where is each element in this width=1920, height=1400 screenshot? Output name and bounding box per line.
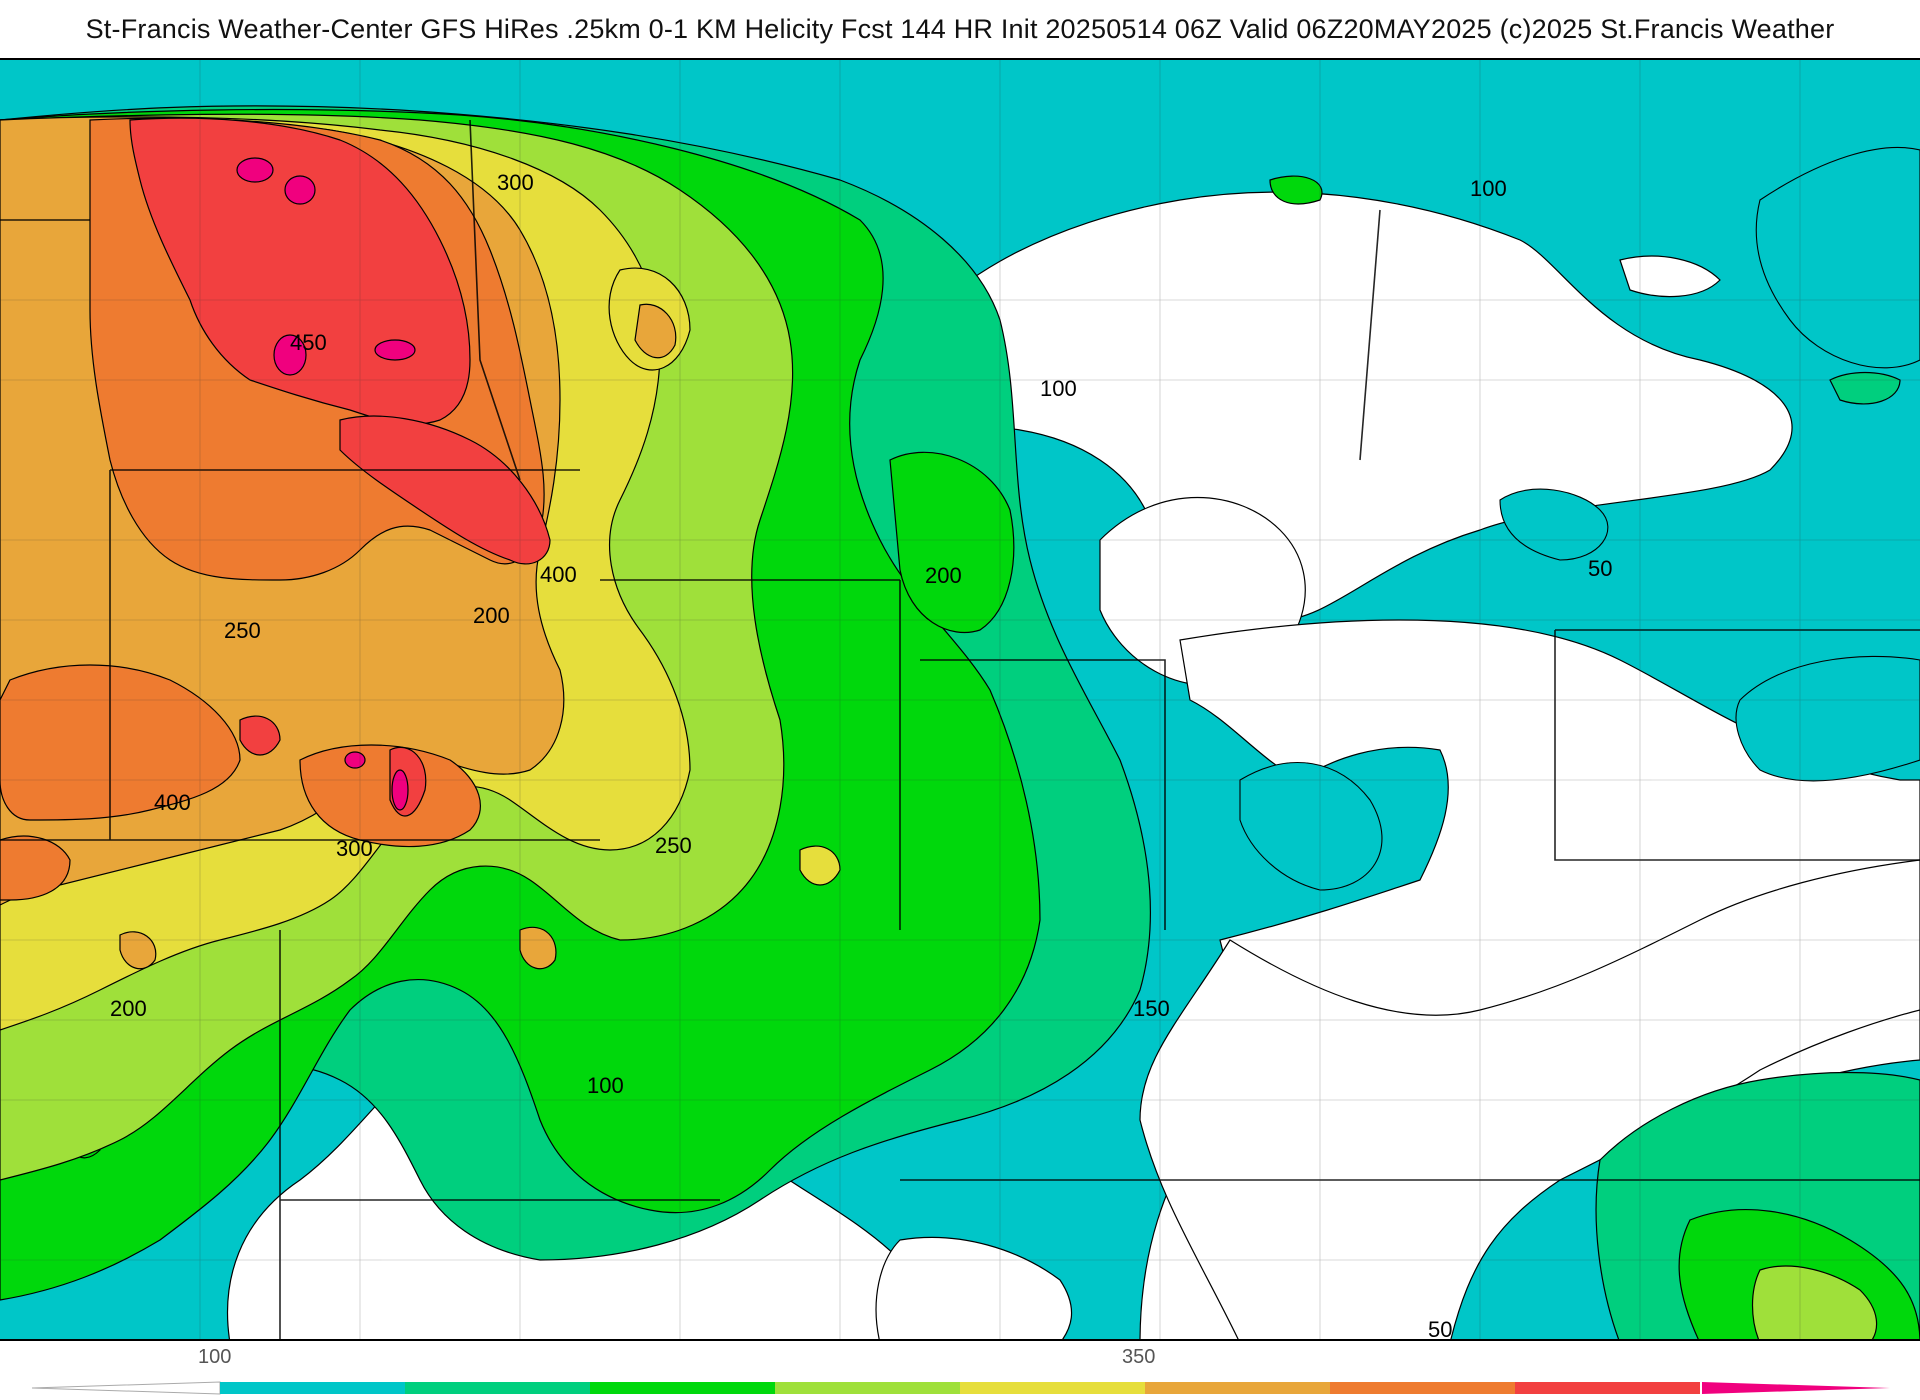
contour-label: 400 [154, 790, 191, 815]
legend-colorbar [31, 1381, 1890, 1395]
political-boundaries [0, 119, 1920, 1339]
contour-label: 250 [655, 833, 692, 858]
contour-label: 300 [497, 170, 534, 195]
contour-label: 200 [110, 996, 147, 1021]
color-legend: 100 350 [0, 1342, 1920, 1400]
contour-label: 250 [224, 618, 261, 643]
legend-swatch [590, 1382, 775, 1394]
legend-swatch [405, 1382, 590, 1394]
contour-label: 400 [540, 562, 577, 587]
contour-label: 50 [1428, 1317, 1452, 1341]
legend-swatch [1145, 1382, 1330, 1394]
contour-label: 300 [336, 836, 373, 861]
map-title: St-Francis Weather-Center GFS HiRes .25k… [85, 14, 1835, 44]
legend-swatches [220, 1382, 1700, 1394]
contour-labels: 300 450 400 250 200 400 300 250 200 100 … [110, 170, 1612, 1341]
county-lines [0, 60, 1920, 1339]
contour-label: 200 [925, 563, 962, 588]
contour-label: 450 [290, 330, 327, 355]
contour-label: 100 [587, 1073, 624, 1098]
contour-label: 150 [1133, 996, 1170, 1021]
legend-swatch [960, 1382, 1145, 1394]
legend-swatch [1330, 1382, 1515, 1394]
contour-label: 200 [473, 603, 510, 628]
contour-label: 50 [1588, 556, 1612, 581]
contour-label: 100 [1470, 176, 1507, 201]
legend-high-arrow [1702, 1382, 1890, 1394]
legend-tick-label: 350 [1122, 1346, 1156, 1368]
cyan-inner-regions [1239, 146, 1920, 891]
legend-swatch [775, 1382, 960, 1394]
legend-swatch [220, 1382, 405, 1394]
helicity-map: 300 450 400 250 200 400 300 250 200 100 … [0, 58, 1920, 1341]
legend-low-arrow [31, 1381, 221, 1395]
map-canvas: 300 450 400 250 200 400 300 250 200 100 … [0, 60, 1920, 1341]
legend-tick-label: 100 [198, 1346, 232, 1368]
contour-label: 100 [1040, 376, 1077, 401]
legend-swatch [1515, 1382, 1700, 1394]
band-500 [236, 157, 416, 811]
